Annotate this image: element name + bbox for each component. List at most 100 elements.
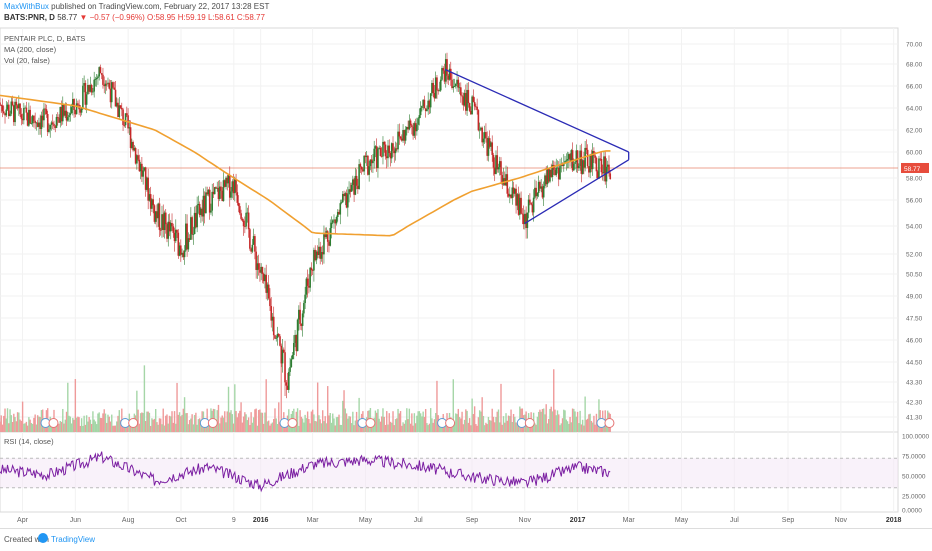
candle-body: [370, 159, 373, 164]
volume-bar: [478, 410, 481, 432]
chart-svg: 70.00 68.00 66.00 64.00 62.00 60.00 58.00 56.00…: [0, 27, 929, 524]
volume-bar: [431, 418, 433, 432]
candle-body: [183, 250, 186, 258]
candle-body: [545, 175, 548, 185]
candle-body: [439, 79, 442, 91]
volume-bar: [259, 409, 261, 432]
volume-bar: [389, 421, 392, 432]
volume-bar: [85, 415, 88, 432]
volume-bar: [345, 413, 348, 432]
volume-bar: [481, 397, 483, 432]
price-tick-label: 62.00: [906, 128, 923, 135]
candle-body: [232, 181, 235, 194]
candle-body: [88, 84, 90, 92]
price-tick-label: 60.00: [906, 150, 923, 157]
volume-bar: [468, 418, 471, 432]
candle-body: [590, 154, 593, 170]
candle-body: [156, 211, 158, 219]
volume-bar: [570, 422, 573, 432]
volume-bar: [379, 421, 382, 432]
candle-body: [267, 284, 270, 299]
volume-bar: [335, 417, 338, 432]
volume-bar: [35, 424, 38, 432]
volume-bar: [480, 411, 482, 432]
volume-bar: [414, 423, 417, 432]
volume-bar: [377, 409, 379, 432]
candle-body: [221, 190, 224, 202]
legend-ma[interactable]: MA (200, close): [4, 45, 57, 54]
volume-bar: [320, 423, 323, 432]
author-link[interactable]: MaxWithBux: [4, 2, 49, 11]
volume-bar: [333, 418, 335, 432]
volume-bar: [207, 423, 210, 432]
candle-body: [506, 174, 509, 194]
volume-bar: [406, 408, 408, 432]
candle-body: [413, 123, 416, 136]
candle-body: [574, 162, 576, 164]
volume-bar: [275, 418, 277, 432]
candle-body: [250, 248, 252, 252]
tradingview-link[interactable]: TradingView: [51, 535, 96, 544]
volume-bar: [554, 409, 556, 432]
candle-body: [168, 221, 171, 232]
volume-bar: [34, 414, 36, 432]
candle-body: [490, 142, 492, 147]
price-tick-label: 49.00: [906, 294, 923, 301]
candle-body: [177, 232, 180, 256]
candle-body: [421, 105, 423, 109]
candle-body: [365, 155, 368, 158]
legend-volume[interactable]: Vol (20, false): [4, 56, 50, 65]
candle-body: [481, 127, 483, 143]
candle-body: [551, 164, 554, 177]
candle-body: [197, 203, 200, 206]
candle-body: [262, 273, 265, 282]
volume-bar: [355, 411, 358, 432]
volume-bar: [193, 415, 196, 432]
volume-bar: [332, 413, 334, 432]
candle-body: [55, 117, 58, 128]
candle-body: [239, 206, 241, 214]
candle-body: [343, 193, 345, 197]
candle-body: [437, 90, 440, 92]
volume-bar: [301, 418, 304, 432]
candle-body: [398, 131, 401, 137]
candle-body: [573, 163, 575, 171]
volume-bar: [422, 411, 424, 432]
candle-body: [554, 169, 556, 175]
candle-body: [416, 124, 418, 132]
volume-bar: [21, 401, 24, 432]
candle-body: [56, 117, 59, 118]
volume-bar: [225, 422, 227, 432]
candle-body: [90, 84, 93, 93]
legend-rsi[interactable]: RSI (14, close): [4, 437, 54, 446]
candle-body: [289, 367, 291, 372]
candle-body: [492, 154, 495, 168]
symbol-label: BATS:PNR, D: [4, 13, 55, 22]
time-tick-label: Mar: [307, 517, 320, 524]
candle-body: [206, 192, 208, 195]
volume-bar: [339, 424, 341, 432]
candle-body: [422, 99, 424, 106]
open-value: O:58.95: [147, 13, 176, 22]
candle-body: [36, 122, 39, 127]
candle-body: [344, 193, 347, 197]
volume-bar: [11, 421, 14, 432]
volume-bar: [304, 414, 306, 432]
candle-body: [516, 194, 519, 206]
footer: Created with TradingView: [0, 528, 932, 551]
volume-bar: [321, 410, 324, 432]
volume-bar: [441, 425, 443, 432]
candle-body: [478, 129, 481, 131]
candle-body: [222, 180, 225, 202]
candle-body: [128, 127, 131, 129]
candle-body: [93, 79, 95, 92]
time-tick-label: Sep: [466, 517, 479, 524]
candle-body: [123, 125, 126, 126]
volume-bar: [392, 411, 394, 432]
volume-bar: [514, 416, 516, 432]
volume-bar: [496, 411, 498, 432]
volume-bar: [242, 416, 245, 432]
volume-bar: [584, 396, 586, 432]
candle-body: [395, 148, 398, 150]
candle-body: [418, 115, 421, 119]
